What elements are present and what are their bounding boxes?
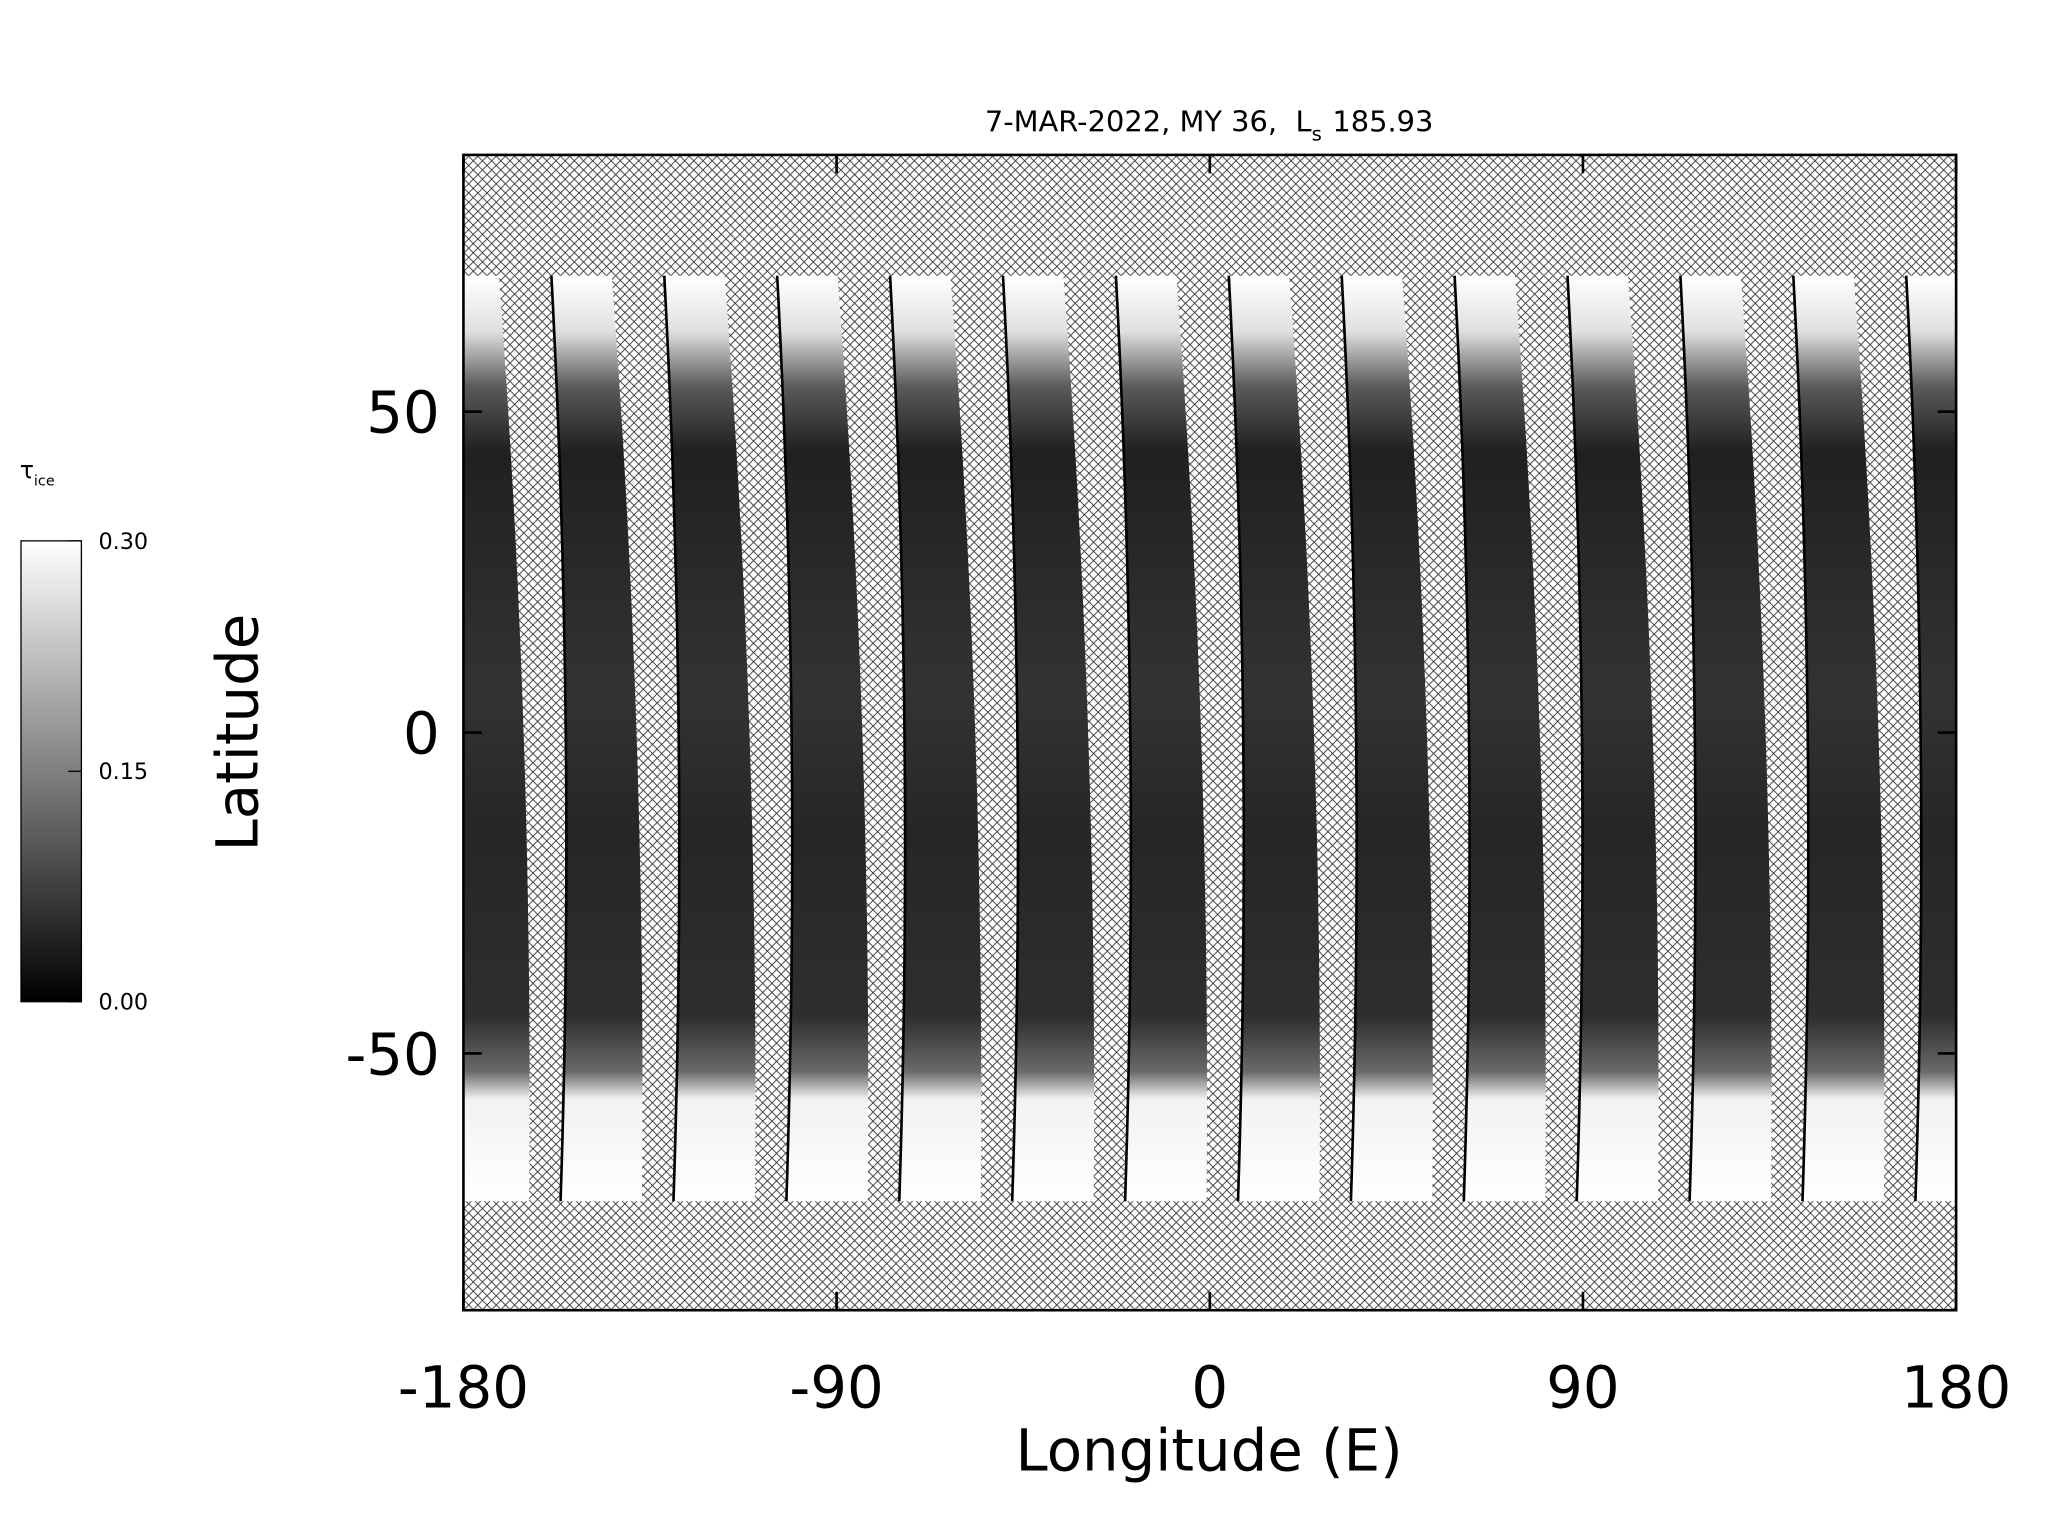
swath-gap	[724, 275, 793, 1202]
x-tick-label: 90	[1546, 1353, 1620, 1421]
swath-edge	[550, 275, 568, 1202]
y-tick-label: 0	[403, 700, 440, 768]
x-axis-label: Longitude (E)	[1016, 1416, 1403, 1484]
swath-gap	[498, 275, 567, 1202]
plot-area	[463, 154, 1957, 1311]
swath-edge	[1453, 275, 1471, 1202]
y-tick-label: -50	[345, 1020, 439, 1088]
colorbar-tick-label: 0.30	[98, 529, 148, 555]
swath-edge	[1679, 275, 1697, 1202]
swath-gap	[1289, 275, 1357, 1202]
swath-gap	[1514, 275, 1583, 1202]
swath-edge	[662, 275, 681, 1202]
swath-gap	[1176, 275, 1244, 1202]
swath-edge	[1001, 275, 1020, 1202]
swath-edge	[1114, 275, 1133, 1202]
swath-gap	[611, 275, 680, 1202]
title-value: 185.93	[1332, 104, 1433, 138]
colorbar-symbol: τ	[20, 456, 34, 484]
chart-title: 7-MAR-2022, MY 36, Ls 185.93	[985, 104, 1434, 145]
x-tick-label: 180	[1901, 1353, 2011, 1421]
swath-gap	[1063, 275, 1131, 1202]
title-prefix: 7-MAR-2022, MY 36,	[985, 104, 1277, 138]
colorbar-tick-label: 0.15	[98, 759, 148, 785]
swath-edge	[1340, 275, 1358, 1202]
title-subscript: s	[1312, 122, 1322, 145]
swath-gap	[837, 275, 906, 1202]
title-symbol: L	[1295, 104, 1311, 138]
swath-edge	[1792, 275, 1810, 1202]
swath-gap	[1402, 275, 1470, 1202]
x-tick-label: 0	[1191, 1353, 1228, 1421]
swath-gap	[1627, 275, 1696, 1202]
swath-edge	[1566, 275, 1584, 1202]
swath-edge	[888, 275, 907, 1202]
colorbar-subscript: ice	[34, 474, 55, 490]
x-tick-label: -180	[398, 1353, 529, 1421]
colorbar-label: τice	[20, 456, 55, 490]
x-tick-label: -90	[789, 1353, 883, 1421]
swath-gap	[1853, 275, 1922, 1202]
swath-edge	[775, 275, 794, 1202]
colorbar-tick-label: 0.00	[98, 990, 148, 1016]
y-axis-label: Latitude	[203, 614, 271, 852]
swath-gap	[1740, 275, 1809, 1202]
y-tick-label: 50	[366, 379, 440, 447]
swath-gap	[950, 275, 1018, 1202]
swath-edge	[1227, 275, 1246, 1202]
swath-edge	[1904, 275, 1923, 1202]
